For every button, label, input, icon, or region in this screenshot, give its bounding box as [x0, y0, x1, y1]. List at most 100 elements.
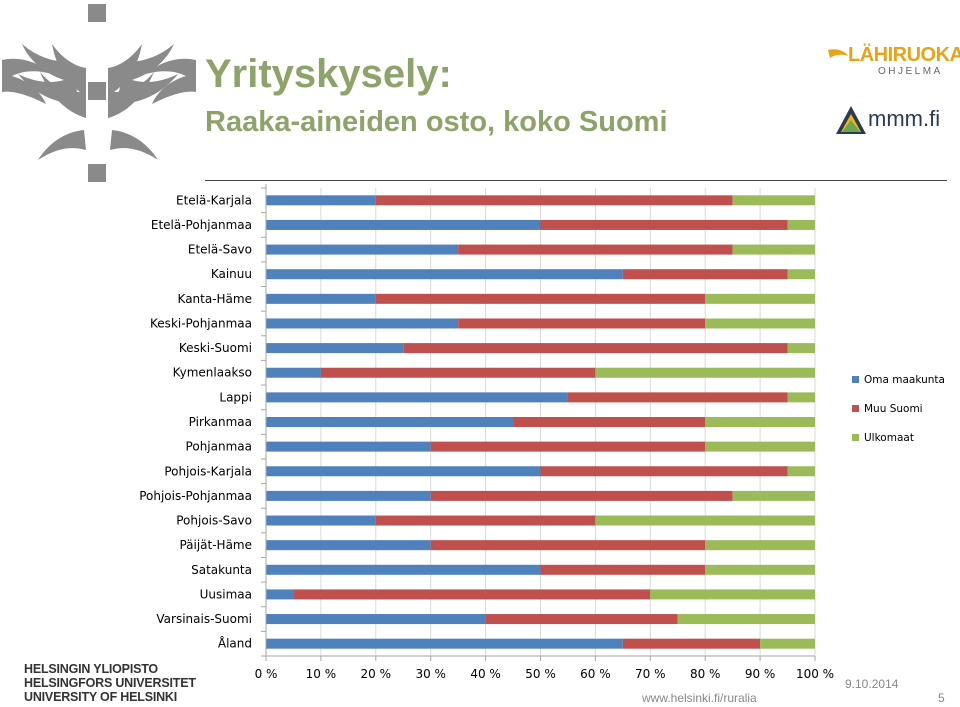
bar-segment: [266, 417, 514, 427]
legend-label: Ulkomaat: [864, 432, 914, 444]
bar-segment: [485, 614, 678, 625]
bar-segment: [787, 392, 815, 403]
category-label: Keski-Pohjanmaa: [150, 316, 252, 330]
bar-segment: [732, 490, 815, 501]
bar-segment: [266, 564, 541, 575]
legend-label: Oma maakunta: [864, 374, 945, 386]
category-label: Uusimaa: [200, 587, 252, 601]
lahiruoka-logo-subtext: OHJELMA: [878, 66, 943, 77]
bar-segment: [787, 466, 815, 477]
x-tick-label: 100 %: [796, 667, 834, 681]
x-tick-label: 30 %: [415, 667, 446, 681]
x-tick-label: 0 %: [255, 667, 278, 681]
bar-segment: [266, 466, 541, 477]
bar-segment: [266, 195, 376, 206]
bar-segment: [787, 343, 815, 354]
category-label: Etelä-Pohjanmaa: [151, 218, 252, 232]
category-label: Varsinais-Suomi: [156, 612, 252, 626]
footer-url[interactable]: www.helsinki.fi/ruralia: [642, 691, 757, 705]
helsinki-flame-logo: [2, 4, 196, 182]
bar-segment: [430, 490, 733, 501]
x-tick-label: 10 %: [306, 667, 337, 681]
bar-segment: [705, 293, 815, 304]
category-label: Pohjois-Pohjanmaa: [139, 489, 252, 503]
category-label: Pohjois-Karjala: [164, 464, 252, 478]
slide-title: Yrityskysely:: [205, 52, 452, 96]
x-tick-label: 80 %: [690, 667, 721, 681]
slide-subtitle: Raaka-aineiden osto, koko Suomi: [205, 106, 668, 138]
category-label: Päijät-Häme: [179, 538, 252, 552]
bar-segment: [705, 417, 815, 427]
bar-segment: [705, 564, 815, 575]
bar-segment: [622, 638, 761, 649]
bar-segment: [266, 490, 431, 501]
bar-segment: [430, 540, 706, 551]
legend-swatch: [852, 405, 859, 412]
bar-segment: [595, 515, 815, 526]
bar-segment: [266, 515, 376, 526]
bar-segment: [266, 318, 459, 329]
bar-segment: [266, 589, 294, 600]
category-label: Pirkanmaa: [189, 415, 252, 429]
category-label: Lappi: [219, 390, 252, 404]
bar-segment: [705, 540, 815, 551]
category-label: Kanta-Häme: [178, 292, 252, 306]
bar-segment: [458, 244, 733, 255]
bar-segment: [622, 269, 788, 280]
bar-segment: [705, 318, 815, 329]
bar-segment: [266, 367, 321, 378]
bar-segment: [540, 564, 706, 575]
x-tick-label: 70 %: [635, 667, 666, 681]
page-number: 5: [938, 691, 945, 705]
bar-segment: [650, 589, 815, 600]
category-label: Kymenlaakso: [173, 366, 252, 380]
lahiruoka-logo-text: LÄHIRUOKA-: [848, 44, 960, 66]
bar-segment: [266, 219, 541, 230]
bar-segment: [266, 269, 623, 280]
bar-segment: [732, 195, 815, 206]
bar-segment: [266, 392, 568, 403]
bar-segment: [266, 638, 623, 649]
category-label: Kainuu: [211, 267, 252, 281]
bar-segment: [430, 441, 706, 452]
category-label: Satakunta: [191, 563, 252, 577]
university-name-en: UNIVERSITY OF HELSINKI: [24, 690, 178, 704]
bar-segment: [403, 343, 788, 354]
bar-segment: [293, 589, 651, 600]
x-tick-label: 90 %: [745, 667, 776, 681]
mmm-logo: mmm.fi: [836, 104, 950, 138]
legend-label: Muu Suomi: [864, 403, 923, 415]
x-tick-label: 40 %: [470, 667, 501, 681]
bar-segment: [540, 219, 788, 230]
title-divider: [205, 180, 947, 181]
bar-segment: [375, 195, 733, 206]
bar-segment: [540, 466, 788, 477]
bar-segment: [320, 367, 596, 378]
university-name-fi: HELSINGIN YLIOPISTO: [24, 662, 158, 676]
category-label: Etelä-Karjala: [176, 193, 252, 207]
footer-date: 9.10.2014: [845, 677, 899, 691]
x-tick-label: 60 %: [580, 667, 611, 681]
bar-segment: [266, 343, 404, 354]
university-name-sv: HELSINGFORS UNIVERSITET: [24, 676, 196, 690]
triangle-icon: [836, 106, 866, 134]
category-label: Åland: [218, 636, 252, 651]
category-label: Pohjois-Savo: [176, 514, 252, 528]
bar-segment: [266, 293, 376, 304]
bar-segment: [760, 638, 815, 649]
bar-segment: [787, 269, 815, 280]
bar-segment: [375, 293, 706, 304]
bar-segment: [266, 441, 431, 452]
x-tick-label: 20 %: [361, 667, 392, 681]
leaf-icon: [828, 49, 848, 58]
bar-segment: [567, 392, 788, 403]
category-label: Etelä-Savo: [188, 243, 252, 257]
bar-segment: [787, 219, 815, 230]
bar-segment: [513, 417, 706, 427]
bar-segment: [266, 244, 459, 255]
bar-segment: [458, 318, 706, 329]
bar-segment: [677, 614, 815, 625]
lahiruoka-logo: LÄHIRUOKA- OHJELMA: [828, 44, 960, 80]
bar-segment: [732, 244, 815, 255]
bar-segment: [266, 614, 486, 625]
